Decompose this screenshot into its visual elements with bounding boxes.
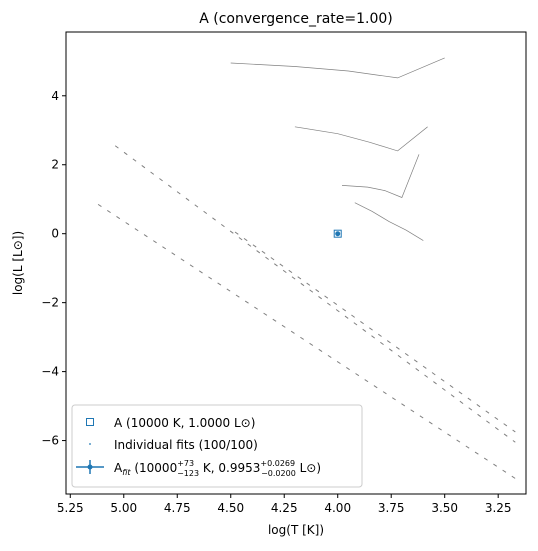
evolutionary-track-0: [230, 57, 445, 79]
fit-lum-lower: −0.0200: [261, 469, 296, 478]
legend-label-true-position: A (10000 K, 1.0000 L⊙): [114, 416, 255, 430]
x-tick-label: 4.25: [271, 501, 298, 515]
axes-frame: [65, 31, 527, 495]
y-tick-label: 4: [51, 89, 59, 103]
x-axis-ticks: 5.25 5.00 4.75 4.50 4.25 4.00 3.75 3.50 3.25: [57, 494, 512, 515]
true-position-marker: [333, 229, 342, 238]
legend-marker-dot: [89, 443, 91, 445]
legend-marker-square: [86, 418, 94, 426]
x-tick-label: 5.00: [110, 501, 137, 515]
fit-teff-upper: +73: [177, 459, 194, 468]
x-tick-label: 4.75: [164, 501, 191, 515]
fit-label-unit: L⊙): [296, 461, 321, 475]
evolutionary-track-3: [354, 202, 424, 241]
chart-title: A (convergence_rate=1.00): [199, 11, 393, 27]
x-tick-label: 3.25: [485, 501, 512, 515]
y-tick-label: −2: [41, 296, 59, 310]
isochrone-line-1: [234, 231, 516, 433]
x-tick-label: 4.50: [217, 501, 244, 515]
x-tick-label: 3.50: [431, 501, 458, 515]
y-tick-label: 0: [51, 227, 59, 241]
fit-label-teff: (10000: [131, 461, 178, 475]
y-tick-label: −6: [41, 434, 59, 448]
x-axis-label: log(T [K]): [268, 523, 324, 537]
fit-point: [335, 231, 341, 237]
fit-label-subscript: fit: [122, 468, 131, 477]
fit-teff-lower: −123: [177, 469, 199, 478]
legend: A (10000 K, 1.0000 L⊙) Individual fits (…: [71, 404, 363, 488]
evolutionary-track-2: [341, 154, 420, 198]
fit-label-main: A: [114, 461, 123, 475]
y-tick-label: 2: [51, 158, 59, 172]
fit-lum-upper: +0.0269: [260, 459, 295, 468]
y-axis-ticks: 4 2 0 −2 −4 −6: [41, 89, 66, 448]
fit-label-lum: K, 0.9953: [199, 461, 260, 475]
x-tick-label: 3.75: [378, 501, 405, 515]
x-tick-label: 4.00: [324, 501, 351, 515]
legend-label-fit-result: Afit (10000+73 −123 K, 0.9953+0.0269 −0.02…: [114, 459, 321, 478]
evolutionary-track-1: [294, 126, 428, 152]
x-tick-label: 5.25: [57, 501, 84, 515]
y-tick-label: −4: [41, 365, 59, 379]
y-axis-label: log(L [L⊙]): [11, 231, 25, 295]
plot-area: [97, 57, 516, 479]
legend-box: [71, 404, 363, 488]
legend-marker-errorbar: [76, 460, 104, 474]
legend-label-individual-fits: Individual fits (100/100): [114, 438, 258, 452]
